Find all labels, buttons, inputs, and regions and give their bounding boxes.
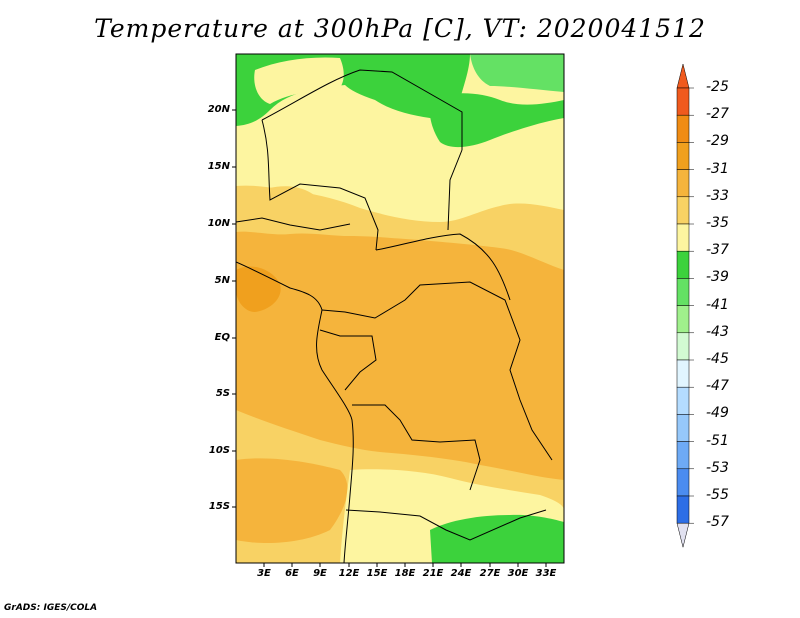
colorbar-swatch	[676, 441, 690, 470]
colorbar-label: -25	[706, 79, 729, 95]
map-frame	[235, 53, 565, 564]
colorbar-swatch	[676, 332, 690, 361]
lon-label: 18E	[394, 568, 416, 579]
lat-label: 20N	[207, 104, 230, 115]
colorbar-swatch	[676, 169, 690, 198]
border-north-2	[261, 119, 379, 251]
coastline-west	[236, 261, 354, 563]
lat-label: EQ	[214, 332, 230, 343]
border-gabon	[319, 329, 377, 391]
colorbar-label: -31	[706, 160, 729, 177]
colorbar-label: -57	[706, 514, 729, 531]
lon-label: 15E	[366, 568, 388, 579]
lon-label: 3E	[257, 568, 271, 579]
colorbar-top-arrow	[676, 63, 690, 89]
lat-label: 5S	[215, 388, 230, 399]
colorbar-label: -41	[706, 296, 729, 313]
colorbar-label: -29	[706, 133, 729, 150]
credit-text: GrADS: IGES/COLA	[4, 603, 98, 613]
lon-label: 24E	[450, 568, 472, 579]
border-north-1	[261, 69, 463, 150]
colorbar-label: -33	[706, 187, 729, 204]
colorbar-swatch	[676, 495, 690, 524]
lon-label: 12E	[338, 568, 360, 579]
colorbar-label: -27	[706, 106, 729, 123]
colorbar-swatch	[676, 196, 690, 225]
colorbar-swatch	[676, 468, 690, 497]
colorbar-label: -37	[706, 242, 729, 259]
colorbar-swatch	[676, 87, 690, 116]
field-band-35-gap	[254, 57, 344, 104]
lat-label: 10S	[208, 445, 230, 456]
colorbar-swatch	[676, 386, 690, 415]
colorbar-label: -49	[706, 405, 729, 422]
colorbar-label: -43	[706, 323, 729, 340]
border-sahel	[236, 217, 351, 231]
colorbar-label: -53	[706, 459, 729, 476]
colorbar-swatch	[676, 250, 690, 279]
lon-label: 9E	[313, 568, 327, 579]
colorbar-label: -47	[706, 378, 729, 395]
field-band-39-northeast	[470, 54, 564, 92]
lat-label: 10N	[207, 218, 230, 229]
border-angola	[352, 404, 481, 491]
colorbar-swatch	[676, 142, 690, 170]
colorbar-label: -51	[706, 432, 729, 449]
field-band-37-east	[429, 93, 564, 148]
colorbar-label: -35	[706, 215, 729, 231]
colorbar-swatch	[676, 359, 690, 388]
colorbar-swatch	[676, 305, 690, 334]
colorbar	[676, 63, 694, 548]
border-south	[345, 509, 547, 541]
lat-label: 15N	[207, 161, 230, 172]
map-title: Temperature at 300hPa [C], VT: 202004151…	[94, 14, 706, 43]
colorbar-swatch	[676, 278, 690, 306]
colorbar-swatch	[676, 114, 690, 143]
field-band-29-southwest	[236, 458, 348, 543]
lon-label: 21E	[422, 568, 444, 579]
lon-label: 27E	[479, 568, 501, 579]
colorbar-swatch	[676, 223, 690, 252]
lon-label: 6E	[285, 568, 299, 579]
lon-label: 33E	[535, 568, 557, 579]
lat-label: 15S	[208, 501, 230, 512]
lon-label: 30E	[507, 568, 529, 579]
colorbar-label: -39	[706, 269, 729, 286]
lat-label: 5N	[214, 275, 230, 286]
colorbar-label: -45	[706, 351, 729, 367]
colorbar-bottom-arrow	[676, 522, 690, 548]
border-central	[375, 233, 511, 301]
border-congo	[321, 281, 553, 461]
field-band-31-patch	[249, 186, 323, 229]
colorbar-label: -55	[706, 487, 729, 503]
field-band-37-south	[430, 514, 564, 563]
colorbar-swatch	[676, 414, 690, 442]
border-east	[447, 149, 463, 231]
